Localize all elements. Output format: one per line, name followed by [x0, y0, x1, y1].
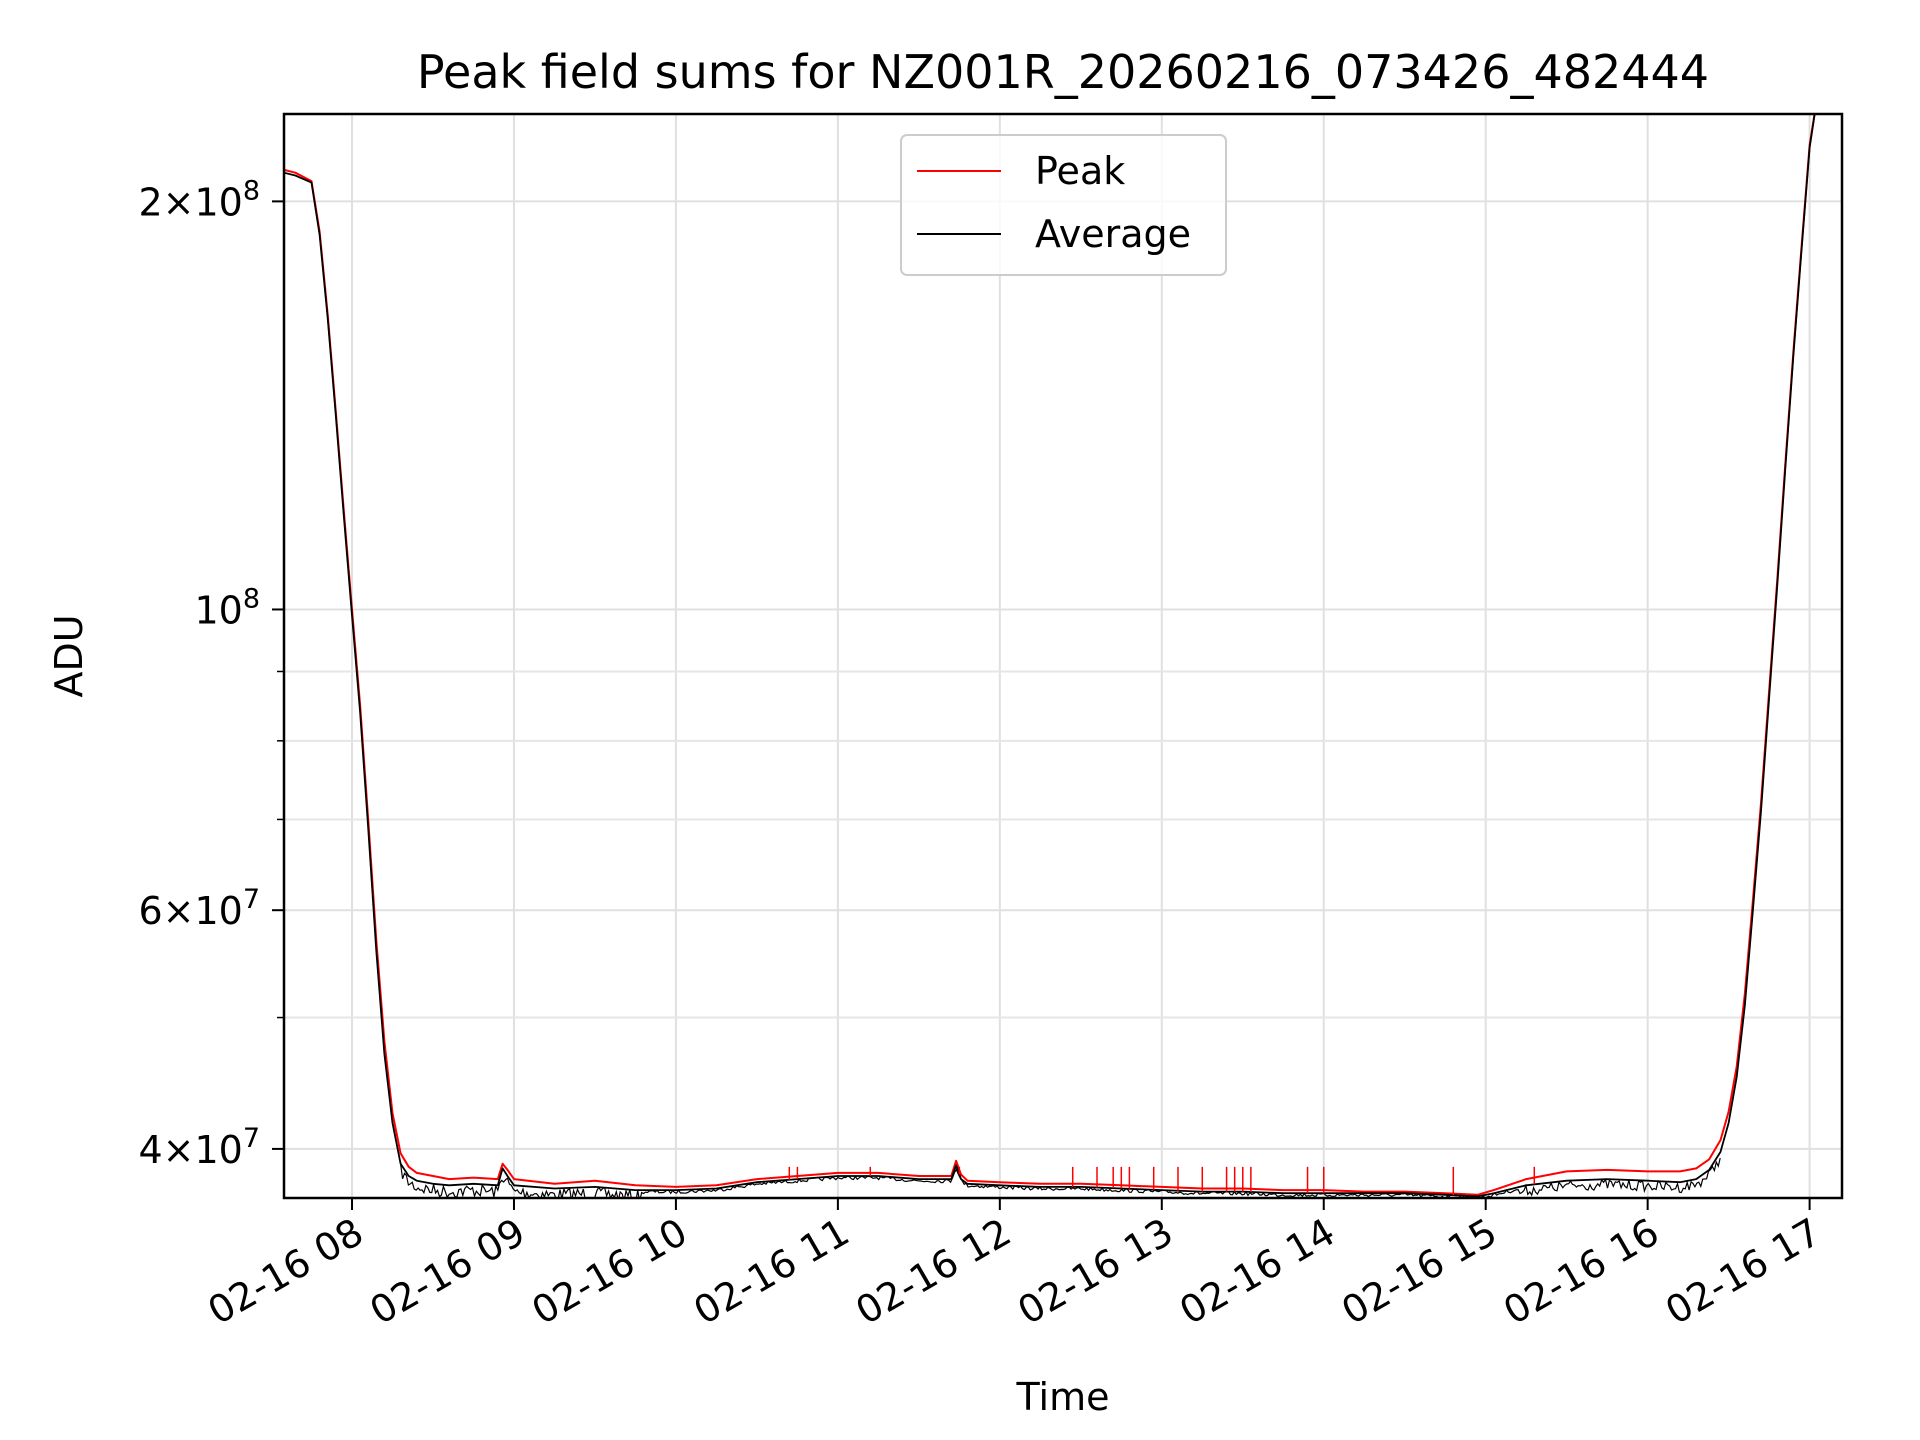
series-line-peak [284, 114, 1816, 1196]
legend-peak-label: Peak [1035, 149, 1125, 193]
series-average-noise [400, 1157, 1721, 1198]
x-axis-label: Time [1016, 1375, 1110, 1419]
y-tick-label: 108 [194, 583, 260, 632]
y-tick-label: 6×107 [138, 884, 260, 933]
y-axis-label: ADU [47, 614, 91, 697]
y-tick-label: 4×107 [138, 1123, 260, 1172]
legend-average-label: Average [1035, 212, 1191, 256]
chart-title: Peak field sums for NZ001R_20260216_0734… [417, 45, 1709, 99]
y-tick-label: 2×108 [138, 175, 260, 224]
plot-area-frame [282, 112, 1844, 1200]
series-layer [284, 114, 1816, 1198]
legend: Peak Average [900, 134, 1227, 276]
